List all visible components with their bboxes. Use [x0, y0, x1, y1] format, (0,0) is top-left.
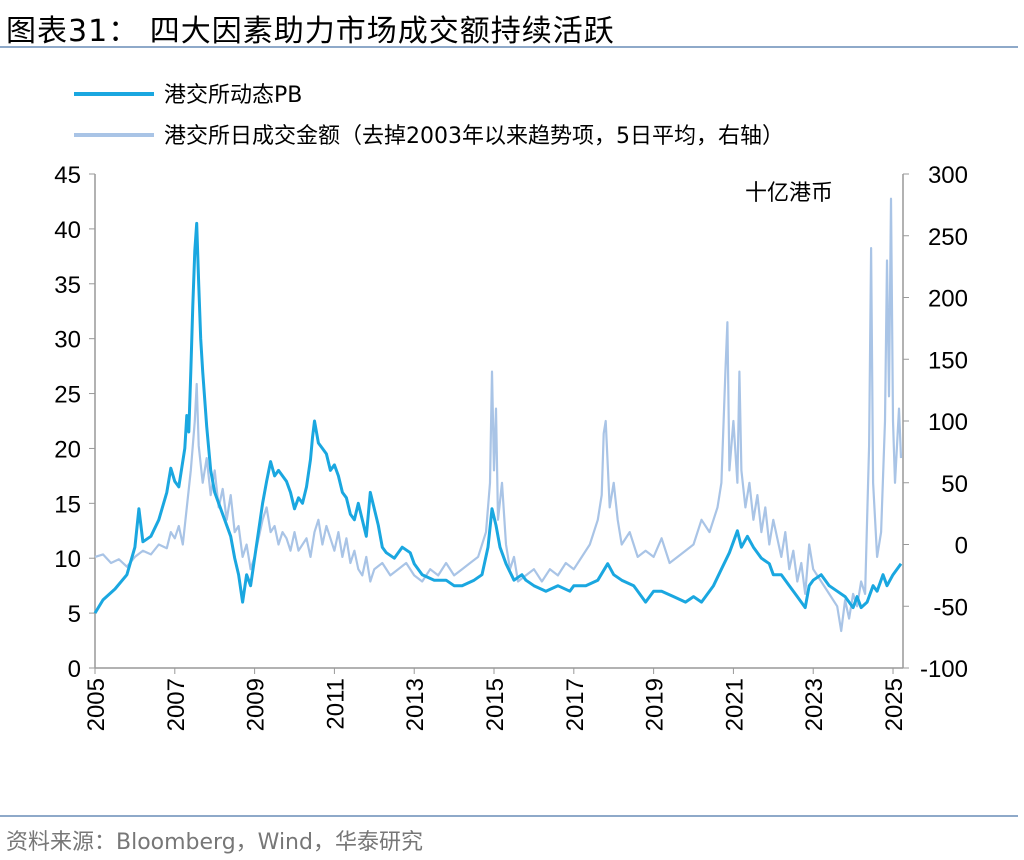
right-tick-label: -100 [920, 656, 968, 683]
x-tick-label: 2007 [163, 678, 190, 731]
right-axis-ticks: -100 -50 0 50 100 150 200 250 300 [903, 162, 968, 683]
right-tick-label: 150 [928, 347, 968, 374]
x-tick-label: 2013 [402, 678, 429, 731]
x-axis-ticks: 2005 2007 2009 2011 2013 2015 2017 2019 2021 2023… [83, 668, 908, 731]
left-tick-label: 30 [54, 327, 81, 354]
right-tick-label: -50 [933, 594, 968, 621]
left-tick-label: 40 [54, 217, 81, 244]
right-axis-unit-label: 十亿港币 [745, 181, 833, 206]
chart-area: 港交所动态PB 港交所日成交金额（去掉2003年以来趋势项，5日平均，右轴） 十… [54, 83, 968, 731]
x-tick-label: 2023 [801, 678, 828, 731]
chart-title: 图表31： 四大因素助力市场成交额持续活跃 [6, 14, 615, 49]
left-tick-label: 45 [54, 162, 81, 189]
series-line-turnover [94, 197, 903, 633]
left-tick-label: 20 [54, 436, 81, 463]
x-tick-label: 2021 [721, 678, 748, 731]
legend-label-pb: 港交所动态PB [164, 83, 302, 108]
footer-divider [0, 815, 1018, 817]
x-tick-label: 2019 [642, 678, 669, 731]
x-tick-label: 2017 [562, 678, 589, 731]
left-tick-label: 35 [54, 272, 81, 299]
x-tick-label: 2015 [482, 678, 509, 731]
right-tick-label: 300 [928, 162, 968, 189]
title-divider [0, 46, 1018, 48]
left-axis-ticks: 0 5 10 15 20 25 30 35 40 45 [54, 162, 95, 683]
source-note: 资料来源：Bloomberg，Wind，华泰研究 [6, 830, 423, 855]
right-tick-label: 50 [941, 471, 968, 498]
left-tick-label: 5 [68, 601, 81, 628]
x-tick-label: 2011 [322, 678, 349, 730]
left-tick-label: 0 [68, 656, 81, 683]
left-tick-label: 25 [54, 382, 81, 409]
x-tick-label: 2009 [243, 678, 270, 731]
legend-label-turnover: 港交所日成交金额（去掉2003年以来趋势项，5日平均，右轴） [164, 124, 784, 149]
series-line-pb [93, 221, 903, 614]
right-tick-label: 0 [955, 533, 968, 560]
right-tick-label: 100 [928, 409, 968, 436]
left-tick-label: 10 [54, 546, 81, 573]
right-tick-label: 250 [928, 224, 968, 251]
right-tick-label: 200 [928, 286, 968, 313]
x-tick-label: 2025 [881, 678, 908, 731]
left-tick-label: 15 [54, 491, 81, 518]
x-tick-label: 2005 [83, 678, 110, 731]
